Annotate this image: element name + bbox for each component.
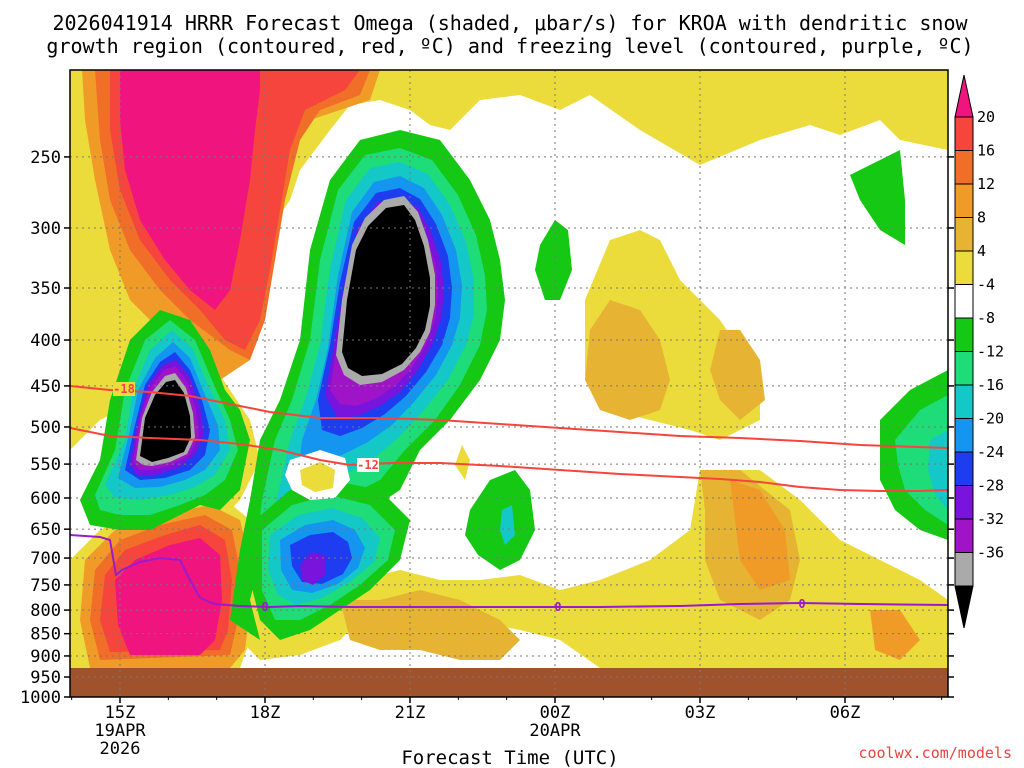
- omega-core-left-black: [140, 380, 191, 462]
- omega-core-center-black: [342, 205, 430, 376]
- colorbar-label: 8: [977, 209, 986, 227]
- colorbar-segment: [954, 451, 974, 486]
- omega-negative-shading: [80, 130, 948, 640]
- omega-right-green-mid: [465, 470, 535, 570]
- colorbar-segment: [954, 250, 974, 285]
- y-tick-label: 600: [30, 489, 61, 509]
- colorbar-segment: [954, 150, 974, 185]
- colorbar-segment: [954, 217, 974, 252]
- omega-field-bottomleft-magenta: [115, 538, 222, 655]
- colorbar-segment: [954, 351, 974, 386]
- x-tick-label: 15Z: [105, 703, 136, 723]
- y-tick-label: 300: [30, 219, 61, 239]
- dgz-label-minus12: -12: [357, 458, 379, 472]
- omega-field-magenta-upper: [120, 70, 260, 310]
- colorbar-label: -20: [977, 410, 1004, 428]
- y-tick-label: 1000: [20, 688, 61, 708]
- y-tick-label: 450: [30, 377, 61, 397]
- colorbar-label: -16: [977, 376, 1004, 394]
- plot-area: -18 -12 0 0 0: [70, 70, 948, 697]
- colorbar-bottom-arrow: [954, 585, 974, 629]
- colorbar-label: -8: [977, 309, 995, 327]
- colorbar-label: -12: [977, 343, 1004, 361]
- omega-field-right-orange: [585, 300, 670, 420]
- omega-field-lowright-orange-3: [870, 610, 920, 660]
- x-tick-label: 21Z: [395, 703, 426, 723]
- x-tick-year: 2026: [100, 739, 141, 759]
- colorbar-segment: [954, 518, 974, 553]
- y-tick-label: 500: [30, 418, 61, 438]
- colorbar-label: -24: [977, 443, 1004, 461]
- colorbar-segment: [954, 384, 974, 419]
- y-tick-label: 350: [30, 279, 61, 299]
- y-tick-label: 900: [30, 647, 61, 667]
- x-axis-label: Forecast Time (UTC): [401, 747, 618, 768]
- x-tick-label: 18Z: [250, 703, 281, 723]
- omega-right-green-top: [850, 150, 905, 245]
- freezing-label-3: 0: [798, 597, 805, 611]
- y-tick-label: 400: [30, 331, 61, 351]
- y-tick-label: 850: [30, 625, 61, 645]
- contour-labels: -18 -12 0 0 0: [113, 382, 806, 614]
- colorbar-label: -32: [977, 510, 1004, 528]
- chart-title-line-2: growth region (contoured, red, ºC) and f…: [46, 34, 973, 58]
- y-axis: 2503003504004505005506006507007508008509…: [20, 148, 954, 708]
- y-tick-label: 700: [30, 549, 61, 569]
- colorbar-label: 16: [977, 142, 995, 160]
- dgz-label-bg-1: [113, 382, 135, 396]
- freezing-label-2: 0: [554, 600, 561, 614]
- colorbar-label: -28: [977, 477, 1004, 495]
- colorbar-label: 20: [977, 108, 995, 126]
- terrain-ground: [70, 668, 948, 697]
- x-tick-date: 19APR: [94, 721, 146, 741]
- colorbar-label: -4: [977, 276, 995, 294]
- credit-text: coolwx.com/models: [858, 744, 1012, 762]
- y-tick-label: 800: [30, 601, 61, 621]
- gridlines: [70, 70, 948, 697]
- x-tick-label: 06Z: [830, 703, 861, 723]
- colorbar-segment: [954, 183, 974, 218]
- y-tick-label: 650: [30, 520, 61, 540]
- dgz-contour-minus12: [70, 427, 948, 492]
- omega-right-cyan-mid: [500, 505, 515, 545]
- omega-core-lower-purple: [300, 552, 325, 585]
- chart-title-line-1: 2026041914 HRRR Forecast Omega (shaded, …: [52, 11, 968, 35]
- colorbar-segment: [954, 485, 974, 520]
- omega-field-right-orange-2: [710, 330, 765, 420]
- colorbar: 20 16 12 8 4 -4 -8 -12 -16 -20 -24 -28 -32 -36: [954, 74, 1004, 629]
- colorbar-top-arrow: [954, 74, 974, 118]
- x-tick-date: 20APR: [529, 721, 581, 741]
- plot-frame: [69, 69, 949, 698]
- colorbar-segment: [954, 284, 974, 319]
- x-tick-label: 00Z: [540, 703, 571, 723]
- colorbar-segment: [954, 418, 974, 453]
- omega-yellow-pocket-small: [455, 445, 470, 480]
- omega-field-lowright-orange-2: [730, 480, 790, 590]
- freezing-label-1: 0: [261, 600, 268, 614]
- y-tick-label: 250: [30, 148, 61, 168]
- x-tick-label: 03Z: [685, 703, 716, 723]
- colorbar-segment: [954, 317, 974, 352]
- dgz-label-bg-2: [357, 458, 379, 472]
- y-tick-label: 550: [30, 455, 61, 475]
- colorbar-label: -36: [977, 544, 1004, 562]
- y-tick-label: 950: [30, 668, 61, 688]
- omega-right-green-small: [535, 220, 572, 300]
- dgz-label-minus18: -18: [113, 382, 135, 396]
- colorbar-label: 4: [977, 242, 986, 260]
- freezing-level-contour: [70, 534, 948, 609]
- dgz-contour-minus18: [70, 385, 948, 449]
- omega-shading: [70, 70, 948, 668]
- colorbar-segment: [954, 552, 974, 587]
- colorbar-label: 12: [977, 175, 995, 193]
- y-tick-label: 750: [30, 576, 61, 596]
- colorbar-segment: [954, 116, 974, 151]
- omega-yellow-pocket: [300, 462, 335, 492]
